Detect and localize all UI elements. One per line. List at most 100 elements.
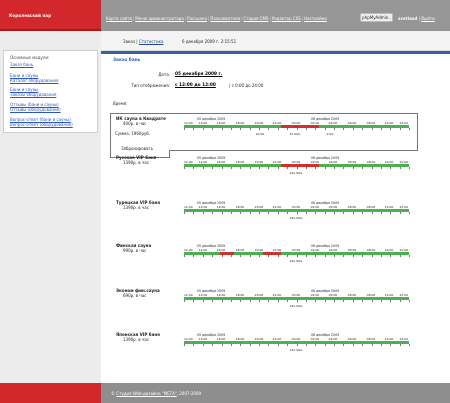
phpmyadmin-button[interactable]: phpMyAdmin.. <box>360 13 393 22</box>
date-label: Дата: <box>158 72 170 77</box>
timeline-tick <box>268 212 270 214</box>
sauna-name: ИК сауна в Квадрате <box>116 116 166 121</box>
timeline-hour-label: 10:00 <box>384 293 394 297</box>
timeline-tick <box>362 128 364 130</box>
timeline-note: 2:00 <box>326 132 334 136</box>
logout-link[interactable]: Выйти <box>421 16 435 21</box>
timeline-tick <box>409 255 410 257</box>
timeline-hour-label: 08:00 <box>366 205 376 209</box>
timeline-hour-label: 00:00 <box>291 337 301 341</box>
timeline-tick <box>399 212 401 214</box>
timeline-tick <box>334 167 335 169</box>
timeline-availability-bar[interactable] <box>184 209 409 212</box>
timeline-tick <box>324 212 326 214</box>
sidebar-item-equipment-catalog[interactable]: Каталог оборудования <box>10 78 59 83</box>
sidebar-item-faq-equipment[interactable]: Вопрос-ответ (оборудование) <box>10 122 73 127</box>
sauna-price: 1390р. в час <box>123 337 149 342</box>
timeline-day2: 06 декабря 2009 <box>311 333 340 337</box>
timeline-hour-label: 12:00 <box>184 248 193 252</box>
timeline-tick <box>259 167 260 169</box>
statistics-link[interactable]: Статистика <box>138 39 164 44</box>
timeline-tick <box>390 344 392 346</box>
timeline-tick <box>399 300 401 302</box>
timeline-availability-bar[interactable] <box>184 252 409 255</box>
timeline-tick <box>343 344 345 346</box>
timeline-availability-bar[interactable] <box>184 125 409 128</box>
timeline-tick <box>287 212 289 214</box>
timeline-hour-label: 20:00 <box>254 248 264 252</box>
sidebar-item-baths-2[interactable]: Бани и сауны <box>10 87 39 92</box>
nav-css-editor[interactable]: Редактор CSS <box>271 16 301 21</box>
timeline-note: 24ч:00м <box>289 259 303 263</box>
timeline-tick <box>212 300 214 302</box>
booking-timeline: 05 декабря 2009 06 декабря 2009 12:00 14:00… <box>183 333 410 353</box>
timeline-hour-label: 22:00 <box>272 160 282 164</box>
timeline-availability-bar[interactable] <box>184 164 409 167</box>
footer: © Студия Web-дизайна "МЕТА", 2007-2009 <box>101 383 450 403</box>
timeline-tick <box>230 212 232 214</box>
busy-slot <box>262 252 281 255</box>
timeline-tick <box>193 255 195 257</box>
booking-timeline: 05 декабря 2009 06 декабря 2009 12:00 14:00… <box>183 201 410 221</box>
nav-users[interactable]: Пользователи <box>210 16 241 21</box>
sidebar-item-equipment-orders[interactable]: Заказы оборудования <box>10 92 57 97</box>
nav-settings[interactable]: Настройки <box>304 16 327 21</box>
site-title: Королевский пар <box>9 13 52 18</box>
timeline-tick <box>184 255 185 257</box>
timeline-tick <box>390 255 392 257</box>
timeline-tick <box>184 167 185 169</box>
timeline-day1: 05 декабря 2009 <box>197 289 226 293</box>
timeline-tick <box>315 212 317 214</box>
timeline-hour-label: 22:00 <box>272 337 282 341</box>
timeline-hour-label: 06:00 <box>347 248 357 252</box>
timeline-tick <box>409 212 410 214</box>
timeline-tick <box>362 167 364 169</box>
timeline-tick <box>259 344 260 346</box>
timeline-tick <box>305 300 307 302</box>
nav-old-cms[interactable]: Старая CMS <box>243 16 269 21</box>
display-mode-0-24[interactable]: | с 0:00 до 24:00 <box>229 83 264 88</box>
timeline-tick <box>268 344 270 346</box>
timeline-tick <box>249 344 251 346</box>
timeline-hour-label: 08:00 <box>366 337 376 341</box>
book-button[interactable]: Забронировать <box>121 146 154 151</box>
sidebar-item-baths[interactable]: Бани и сауны <box>10 73 39 78</box>
selected-sauna-card <box>110 113 418 151</box>
timeline-hour-label: 14:00 <box>198 205 208 209</box>
timeline-tick <box>390 300 392 302</box>
sauna-name: Финская сауна <box>116 243 152 248</box>
nav-admin-menu[interactable]: Меню администратора <box>135 16 184 21</box>
top-nav: Карта сайта|Меню администратора|Рассылка… <box>106 16 327 21</box>
timeline-hour-label: 12:00 <box>399 205 408 209</box>
timeline-note: 24ч:00м <box>289 171 303 175</box>
sidebar-item-faq-baths[interactable]: Вопрос-ответ (бани и сауны) <box>10 117 71 122</box>
sauna-price: 1390р. в час <box>123 160 149 165</box>
display-mode-12-12[interactable]: с 12:00 до 12:00 <box>175 83 216 88</box>
timeline-tick <box>259 128 260 130</box>
timeline-tick <box>287 344 289 346</box>
timeline-availability-bar[interactable] <box>184 341 409 344</box>
copyright-years: , 2007-2009 <box>176 391 202 396</box>
timeline-tick <box>296 255 298 257</box>
timeline-tick <box>380 344 382 346</box>
timeline-day2: 06 декабря 2009 <box>311 244 340 248</box>
sidebar-item-bath-orders[interactable]: Заказ бань <box>10 62 34 67</box>
timeline-tick <box>409 167 410 169</box>
timeline-tick <box>315 344 317 346</box>
timeline-hour-label: 12:00 <box>399 160 408 164</box>
timeline-hour-label: 22:00 <box>272 248 282 252</box>
nav-mailing[interactable]: Рассылка <box>187 16 207 21</box>
timeline-tick <box>249 300 251 302</box>
sidebar-item-reviews-baths[interactable]: Отзывы (бани и сауны) <box>10 102 59 107</box>
timeline-tick <box>390 167 392 169</box>
top-bar: Карта сайта|Меню администратора|Рассылка… <box>101 0 450 31</box>
timeline-hour-label: 12:00 <box>399 337 408 341</box>
date-picker[interactable]: 05 декабря 2009 г. <box>175 72 223 77</box>
timeline-availability-bar[interactable] <box>184 297 409 300</box>
sidebar-item-reviews-equipment[interactable]: Отзывы (оборудование) <box>10 107 61 112</box>
studio-link[interactable]: Студия Web-дизайна "МЕТА" <box>116 391 177 396</box>
nav-sitemap[interactable]: Карта сайта <box>106 16 132 21</box>
timeline-tick <box>362 255 364 257</box>
timeline-tick <box>334 255 335 257</box>
timeline-tick <box>240 128 242 130</box>
